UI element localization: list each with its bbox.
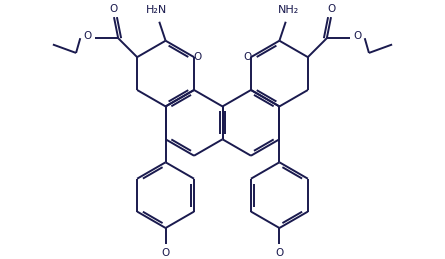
Text: O: O — [110, 4, 118, 14]
Text: O: O — [162, 248, 170, 258]
Text: H₂N: H₂N — [146, 5, 167, 15]
Text: O: O — [83, 32, 92, 41]
Text: O: O — [353, 32, 362, 41]
Text: O: O — [193, 52, 202, 62]
Text: O: O — [327, 4, 335, 14]
Text: NH₂: NH₂ — [278, 5, 299, 15]
Text: O: O — [243, 52, 252, 62]
Text: O: O — [275, 248, 283, 258]
